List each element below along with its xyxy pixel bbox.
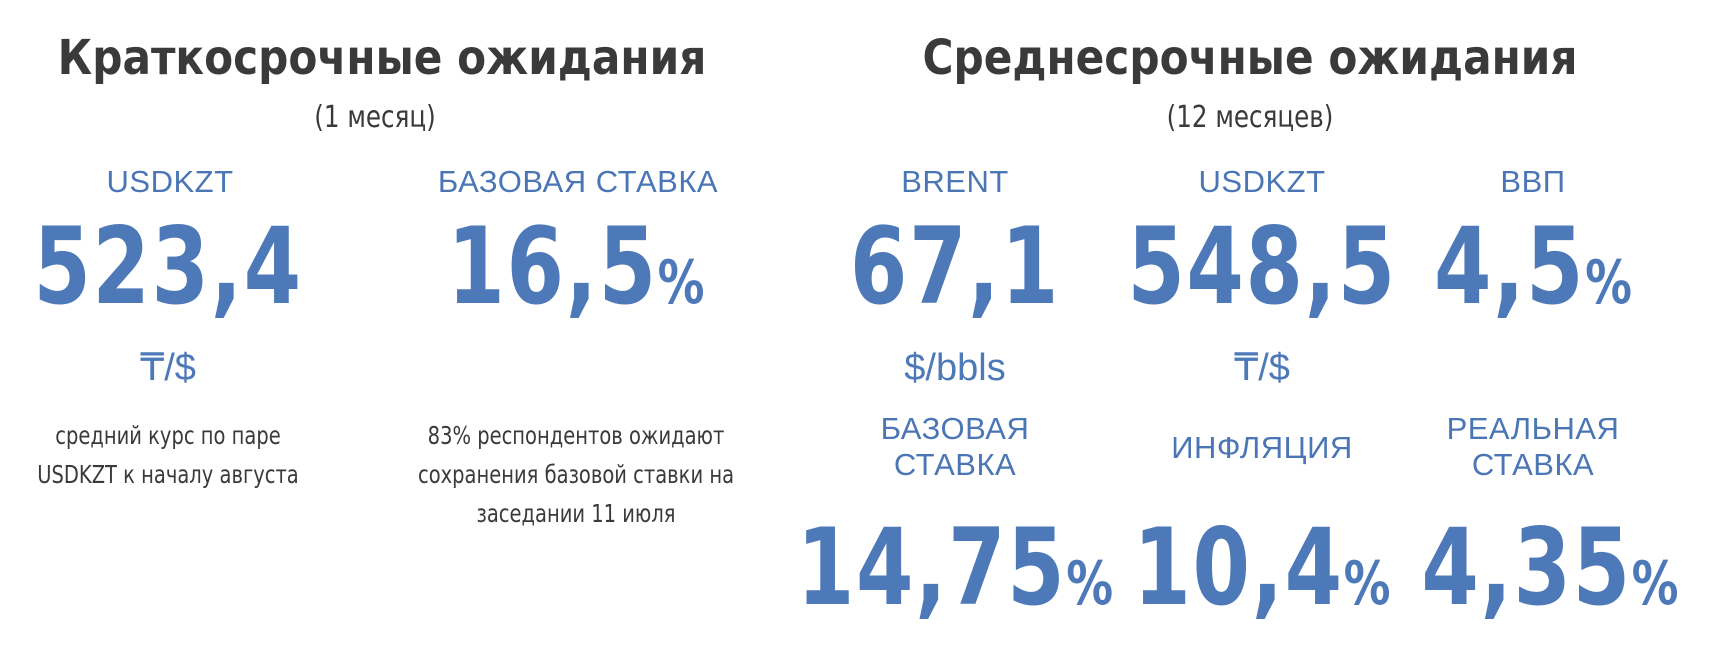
short-base-rate-note-line1: 83% респондентов ожидают	[427, 421, 725, 450]
brent-unit: $/bbls	[904, 347, 1006, 389]
brent-value: 67,1	[850, 214, 1060, 320]
short-base-rate-label: БАЗОВАЯ СТАВКА	[437, 164, 719, 199]
real-rate-percent: %	[1631, 549, 1679, 619]
mid-base-rate-label-line2: СТАВКА	[893, 447, 1017, 482]
short-term-title: Краткосрочные ожидания	[57, 30, 707, 86]
real-rate-value: 4,35%	[1421, 515, 1678, 637]
short-term-subtitle: (1 месяц)	[314, 100, 436, 135]
mid-base-rate-percent: %	[1066, 549, 1114, 619]
short-usdkzt-unit: ₸/$	[140, 347, 196, 389]
real-rate-label-line1: РЕАЛЬНАЯ	[1446, 411, 1620, 446]
gdp-value: 4,5%	[1434, 214, 1632, 336]
short-base-rate-note-line3: заседании 11 июля	[476, 499, 676, 528]
short-usdkzt-note-line1: средний курс по паре	[55, 421, 281, 450]
short-usdkzt-number: 523,4	[33, 205, 303, 328]
mid-usdkzt-value: 548,5	[1127, 214, 1396, 320]
inflation-value: 10,4%	[1133, 515, 1390, 637]
brent-number: 67,1	[849, 205, 1061, 328]
mid-base-rate-number: 14,75	[796, 506, 1067, 629]
mid-base-rate-label: БАЗОВАЯ СТАВКА	[881, 411, 1030, 483]
gdp-percent: %	[1585, 248, 1633, 318]
real-rate-label: РЕАЛЬНАЯ СТАВКА	[1447, 411, 1620, 483]
short-usdkzt-note-line2: USDKZT к началу августа	[37, 460, 299, 489]
inflation-percent: %	[1343, 549, 1391, 619]
short-usdkzt-label: USDKZT	[106, 164, 234, 199]
short-base-rate-note-line2: сохранения базовой ставки на	[417, 460, 735, 489]
mid-term-subtitle: (12 месяцев)	[1166, 100, 1334, 135]
mid-base-rate-value: 14,75%	[797, 515, 1113, 637]
inflation-label: ИНФЛЯЦИЯ	[1171, 430, 1353, 465]
brent-label: BRENT	[901, 164, 1009, 199]
mid-usdkzt-label: USDKZT	[1198, 164, 1326, 199]
real-rate-number: 4,35	[1421, 506, 1632, 629]
mid-base-rate-label-line1: БАЗОВАЯ	[880, 411, 1030, 446]
short-base-rate-value: 16,5%	[447, 214, 704, 336]
short-base-rate-note: 83% респондентов ожидают сохранения базо…	[418, 416, 734, 533]
mid-term-title: Среднесрочные ожидания	[922, 30, 1578, 86]
gdp-number: 4,5	[1433, 205, 1586, 328]
short-usdkzt-note: средний курс по паре USDKZT к началу авг…	[37, 416, 299, 494]
inflation-number: 10,4	[1133, 506, 1344, 629]
short-base-rate-number: 16,5	[447, 205, 658, 328]
real-rate-label-line2: СТАВКА	[1471, 447, 1595, 482]
mid-usdkzt-number: 548,5	[1127, 205, 1397, 328]
gdp-label: ВВП	[1500, 164, 1566, 199]
short-usdkzt-value: 523,4	[33, 214, 302, 320]
mid-usdkzt-unit: ₸/$	[1234, 347, 1290, 389]
short-base-rate-percent: %	[657, 248, 705, 318]
